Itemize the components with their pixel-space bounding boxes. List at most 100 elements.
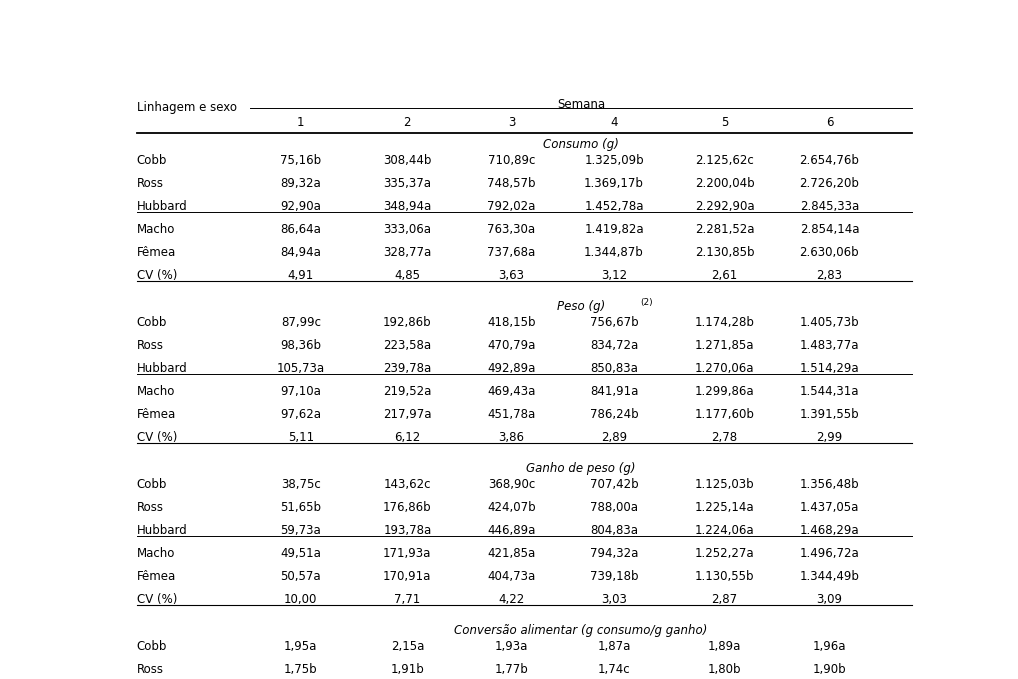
Text: Cobb: Cobb xyxy=(136,477,167,491)
Text: 424,07b: 424,07b xyxy=(488,500,535,514)
Text: 2,87: 2,87 xyxy=(712,593,738,606)
Text: Fêmea: Fêmea xyxy=(136,407,176,420)
Text: 2.200,04b: 2.200,04b xyxy=(694,177,754,189)
Text: 792,02a: 792,02a xyxy=(488,200,535,213)
Text: 2,61: 2,61 xyxy=(712,268,738,282)
Text: 3,03: 3,03 xyxy=(601,593,627,606)
Text: 1.452,78a: 1.452,78a xyxy=(584,200,643,213)
Text: 86,64a: 86,64a xyxy=(280,223,322,236)
Text: 87,99c: 87,99c xyxy=(281,316,321,329)
Text: 2.130,85b: 2.130,85b xyxy=(694,246,754,259)
Text: 2,89: 2,89 xyxy=(601,430,627,443)
Text: 2,83: 2,83 xyxy=(816,268,843,282)
Text: 1.344,87b: 1.344,87b xyxy=(584,246,644,259)
Text: CV (%): CV (%) xyxy=(136,593,177,606)
Text: 1.356,48b: 1.356,48b xyxy=(799,477,859,491)
Text: 421,85a: 421,85a xyxy=(488,547,535,559)
Text: 239,78a: 239,78a xyxy=(383,362,432,375)
Text: Macho: Macho xyxy=(136,547,175,559)
Text: 98,36b: 98,36b xyxy=(280,339,322,352)
Text: 2.726,20b: 2.726,20b xyxy=(799,177,859,189)
Text: Cobb: Cobb xyxy=(136,640,167,653)
Text: Macho: Macho xyxy=(136,223,175,236)
Text: 6: 6 xyxy=(826,116,833,129)
Text: Hubbard: Hubbard xyxy=(136,362,187,375)
Text: Hubbard: Hubbard xyxy=(136,524,187,536)
Text: 3,86: 3,86 xyxy=(499,430,524,443)
Text: Fêmea: Fêmea xyxy=(136,246,176,259)
Text: 2.292,90a: 2.292,90a xyxy=(694,200,754,213)
Text: 756,67b: 756,67b xyxy=(589,316,638,329)
Text: 446,89a: 446,89a xyxy=(488,524,535,536)
Text: CV (%): CV (%) xyxy=(136,430,177,443)
Text: 748,57b: 748,57b xyxy=(488,177,535,189)
Text: 1.468,29a: 1.468,29a xyxy=(799,524,859,536)
Text: 1,87a: 1,87a xyxy=(598,640,631,653)
Text: Macho: Macho xyxy=(136,384,175,398)
Text: 368,90c: 368,90c xyxy=(488,477,535,491)
Text: 1.174,28b: 1.174,28b xyxy=(694,316,754,329)
Text: 143,62c: 143,62c xyxy=(384,477,431,491)
Text: 1,89a: 1,89a xyxy=(708,640,741,653)
Text: 1.496,72a: 1.496,72a xyxy=(799,547,859,559)
Text: 2: 2 xyxy=(403,116,411,129)
Text: 1,80b: 1,80b xyxy=(708,663,741,676)
Text: 3,12: 3,12 xyxy=(601,268,627,282)
Text: 51,65b: 51,65b xyxy=(280,500,322,514)
Text: 418,15b: 418,15b xyxy=(488,316,535,329)
Text: 59,73a: 59,73a xyxy=(280,524,322,536)
Text: 50,57a: 50,57a xyxy=(281,570,321,583)
Text: 1.252,27a: 1.252,27a xyxy=(694,547,754,559)
Text: 707,42b: 707,42b xyxy=(589,477,638,491)
Text: 3: 3 xyxy=(508,116,515,129)
Text: CV (%): CV (%) xyxy=(136,268,177,282)
Text: 6,12: 6,12 xyxy=(394,430,420,443)
Text: 75,16b: 75,16b xyxy=(280,153,322,166)
Text: 739,18b: 739,18b xyxy=(589,570,638,583)
Text: Cobb: Cobb xyxy=(136,316,167,329)
Text: 2.654,76b: 2.654,76b xyxy=(799,153,859,166)
Text: 1.224,06a: 1.224,06a xyxy=(694,524,754,536)
Text: 1.177,60b: 1.177,60b xyxy=(694,407,754,420)
Text: 2.845,33a: 2.845,33a xyxy=(800,200,859,213)
Text: 2,15a: 2,15a xyxy=(391,640,425,653)
Text: 1.271,85a: 1.271,85a xyxy=(694,339,754,352)
Text: 1: 1 xyxy=(297,116,304,129)
Text: 1.299,86a: 1.299,86a xyxy=(694,384,754,398)
Text: 841,91a: 841,91a xyxy=(589,384,638,398)
Text: 1.544,31a: 1.544,31a xyxy=(800,384,859,398)
Text: 1.405,73b: 1.405,73b xyxy=(799,316,859,329)
Text: 2,78: 2,78 xyxy=(712,430,738,443)
Text: 49,51a: 49,51a xyxy=(280,547,322,559)
Text: 2.125,62c: 2.125,62c xyxy=(695,153,754,166)
Text: Ross: Ross xyxy=(136,663,164,676)
Text: 97,62a: 97,62a xyxy=(280,407,322,420)
Text: 451,78a: 451,78a xyxy=(488,407,535,420)
Text: 2,99: 2,99 xyxy=(816,430,843,443)
Text: Conversão alimentar (g consumo/g ganho): Conversão alimentar (g consumo/g ganho) xyxy=(454,624,708,637)
Text: 1,90b: 1,90b xyxy=(812,663,846,676)
Text: 4,91: 4,91 xyxy=(288,268,314,282)
Text: Fêmea: Fêmea xyxy=(136,570,176,583)
Text: Cobb: Cobb xyxy=(136,153,167,166)
Text: 192,86b: 192,86b xyxy=(383,316,432,329)
Text: Ross: Ross xyxy=(136,177,164,189)
Text: 1.125,03b: 1.125,03b xyxy=(694,477,754,491)
Text: 850,83a: 850,83a xyxy=(590,362,638,375)
Text: 4,22: 4,22 xyxy=(499,593,524,606)
Text: 2.630,06b: 2.630,06b xyxy=(799,246,859,259)
Text: 4,85: 4,85 xyxy=(394,268,420,282)
Text: 333,06a: 333,06a xyxy=(384,223,432,236)
Text: 1,74c: 1,74c xyxy=(598,663,630,676)
Text: 737,68a: 737,68a xyxy=(488,246,535,259)
Text: Ross: Ross xyxy=(136,500,164,514)
Text: 3,09: 3,09 xyxy=(816,593,843,606)
Text: 105,73a: 105,73a xyxy=(277,362,325,375)
Text: 223,58a: 223,58a xyxy=(383,339,432,352)
Text: 176,86b: 176,86b xyxy=(383,500,432,514)
Text: 170,91a: 170,91a xyxy=(383,570,432,583)
Text: Consumo (g): Consumo (g) xyxy=(543,138,619,151)
Text: 328,77a: 328,77a xyxy=(383,246,432,259)
Text: 1.225,14a: 1.225,14a xyxy=(694,500,754,514)
Text: 763,30a: 763,30a xyxy=(488,223,535,236)
